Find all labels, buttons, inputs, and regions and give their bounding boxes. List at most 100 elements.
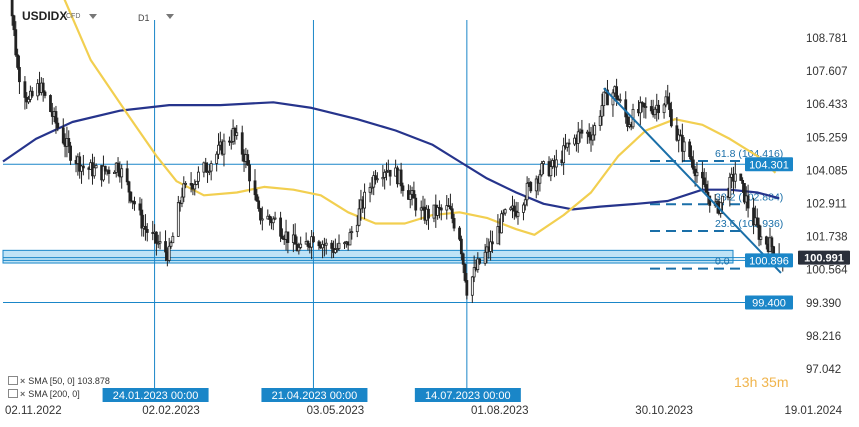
candle-body <box>248 164 251 182</box>
candle-body <box>509 207 513 211</box>
candle-body <box>167 245 171 261</box>
candle-body <box>770 237 774 248</box>
candle-body <box>501 212 505 215</box>
candle-body <box>67 138 71 147</box>
candle-body <box>383 171 387 178</box>
countdown-minutes-unit: m <box>776 374 789 390</box>
candle-body <box>463 263 467 281</box>
candle-body <box>624 99 628 118</box>
candle-body <box>565 142 569 148</box>
candle-body <box>669 109 673 127</box>
x-tick-label: 19.01.2024 <box>784 405 842 417</box>
candle-body <box>27 98 30 103</box>
y-tick-label: 102.911 <box>806 198 847 210</box>
countdown-minutes: 35 <box>761 374 777 390</box>
date-marker-tag <box>261 388 368 402</box>
vertical-markers[interactable] <box>154 20 468 388</box>
indicator-settings-icon[interactable] <box>8 376 18 385</box>
candle-body <box>445 205 449 211</box>
candle-body <box>554 159 558 168</box>
candle-body <box>14 29 18 56</box>
candle-body <box>677 134 681 141</box>
candle-body <box>260 218 264 221</box>
indicator-row-sma200[interactable]: × SMA [200, 0] <box>8 389 80 399</box>
candle-body <box>436 207 440 216</box>
symbol-name[interactable]: USDIDX <box>22 9 68 23</box>
trendline[interactable] <box>603 87 782 274</box>
candle-body <box>299 243 303 248</box>
price-tag-label: 104.301 <box>749 159 789 171</box>
candle-body <box>489 241 492 252</box>
candle-body <box>691 159 695 170</box>
y-tick-label: 104.085 <box>806 165 848 177</box>
candle-body <box>503 209 507 214</box>
candle-body <box>702 177 706 185</box>
candle-body <box>297 247 301 252</box>
candle-body <box>653 108 657 116</box>
candle-body <box>343 242 346 245</box>
indicator-close-icon[interactable]: × <box>20 376 26 386</box>
candle-body <box>207 170 211 173</box>
candle-body <box>281 235 284 239</box>
candle-body <box>306 241 310 247</box>
indicator-settings-icon[interactable] <box>8 389 18 398</box>
symbol-dropdown-icon[interactable] <box>89 14 97 19</box>
support-zone-rect <box>2 249 734 264</box>
candle-body <box>701 171 704 179</box>
candle-body <box>381 177 385 180</box>
x-tick-label: 02.02.2023 <box>142 405 200 417</box>
timeframe-dropdown-icon[interactable] <box>166 14 174 19</box>
horizontal-levels[interactable] <box>3 163 792 304</box>
indicator-close-icon[interactable]: × <box>20 389 26 399</box>
x-tick-label: 01.08.2023 <box>471 405 529 417</box>
candle-body <box>158 241 162 244</box>
candle-body <box>164 241 167 253</box>
candle-body <box>412 190 416 199</box>
candle-body <box>120 168 124 178</box>
candle-body <box>642 102 646 108</box>
candle-body <box>562 145 566 164</box>
candle-body <box>662 104 666 114</box>
candle-body <box>764 236 768 245</box>
indicator-row-sma50[interactable]: × SMA [50, 0] 103.878 <box>8 376 110 386</box>
candle-body <box>408 193 412 200</box>
y-tick-label: 106.433 <box>806 99 848 111</box>
candle-body <box>372 175 376 188</box>
candle-body <box>18 67 21 83</box>
candle-body <box>452 218 456 229</box>
candle-body <box>755 217 759 226</box>
candle-body <box>728 176 732 198</box>
countdown-hours: 13 <box>734 374 750 390</box>
candle-body <box>321 243 324 249</box>
candle-body <box>69 145 72 161</box>
candle-body <box>401 185 405 191</box>
candle-body <box>330 242 334 249</box>
timeframe-selector[interactable]: D1 <box>138 13 150 23</box>
candle-body <box>695 171 699 177</box>
candle-body <box>523 199 527 206</box>
candle-body <box>30 90 34 97</box>
candles <box>10 0 785 303</box>
date-marker-tag <box>102 388 209 402</box>
price-tag <box>745 253 793 268</box>
indicator-value: 103.878 <box>77 376 110 386</box>
candle-body <box>606 89 609 106</box>
y-tick-label: 98.216 <box>806 331 841 343</box>
candle-body <box>576 131 580 144</box>
candle-body <box>567 142 571 145</box>
candle-body <box>638 102 642 114</box>
candle-body <box>240 132 244 155</box>
candle-body <box>587 131 591 138</box>
candle-body <box>229 140 233 143</box>
x-tick-label: 02.11.2022 <box>5 405 62 417</box>
candle-body <box>470 276 474 296</box>
candle-body <box>94 165 98 169</box>
x-tick-label: 30.10.2023 <box>635 405 693 417</box>
countdown-hours-unit: h <box>749 374 758 390</box>
candle-body <box>363 191 366 209</box>
candle-body <box>668 102 671 110</box>
candle-body <box>355 224 359 233</box>
candle-body <box>43 91 47 96</box>
price-tag <box>745 157 793 172</box>
